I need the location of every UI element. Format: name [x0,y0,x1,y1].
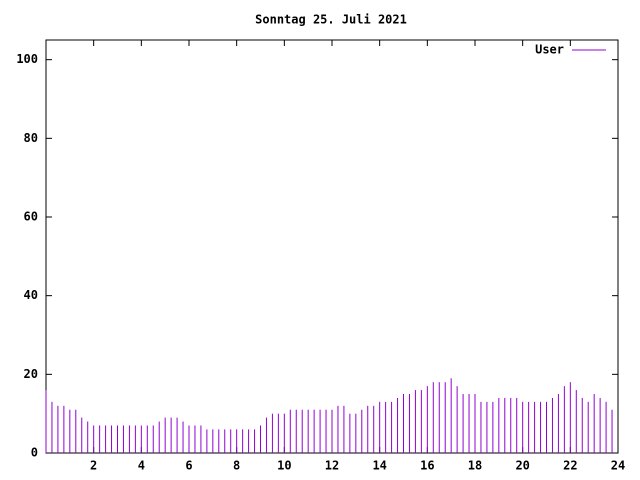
x-tick-label: 14 [372,459,386,473]
x-tick-label: 8 [233,459,240,473]
x-tick-label: 18 [468,459,482,473]
x-tick-label: 12 [325,459,339,473]
x-tick-label: 16 [420,459,434,473]
legend-label: User [535,43,564,57]
x-tick-label: 24 [611,459,625,473]
x-tick-label: 6 [185,459,192,473]
x-tick-label: 10 [277,459,291,473]
x-tick-label: 20 [515,459,529,473]
y-tick-label: 100 [16,52,38,66]
y-tick-label: 20 [24,367,38,381]
chart-title: Sonntag 25. Juli 2021 [255,13,407,27]
y-tick-label: 60 [24,210,38,224]
x-tick-label: 2 [90,459,97,473]
y-tick-label: 0 [31,446,38,460]
y-tick-label: 80 [24,131,38,145]
y-tick-label: 40 [24,288,38,302]
x-tick-label: 4 [138,459,145,473]
x-tick-label: 22 [563,459,577,473]
